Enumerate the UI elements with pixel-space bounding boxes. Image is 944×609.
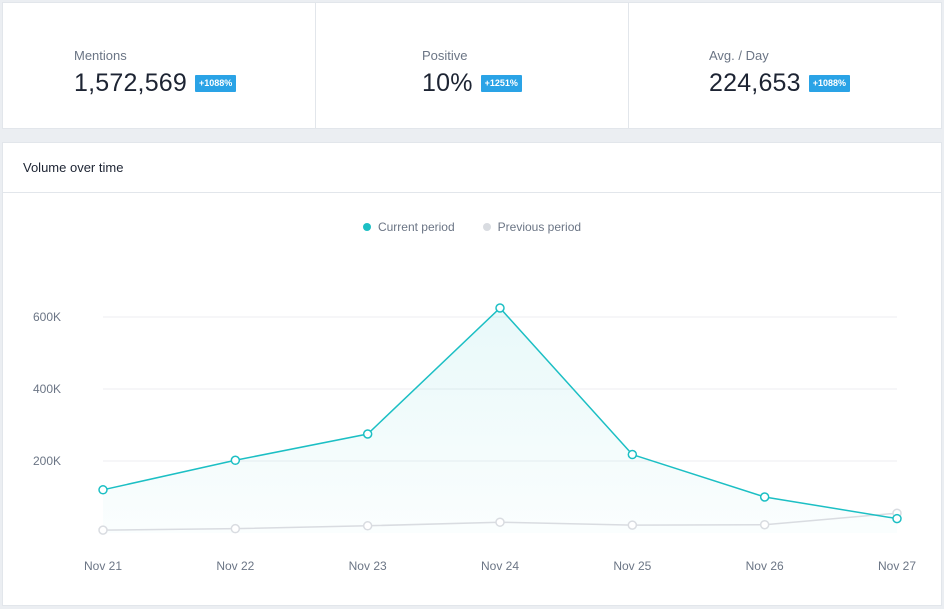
previous-point: [495, 517, 505, 527]
stat-label: Mentions: [74, 48, 127, 63]
current-area: [103, 308, 897, 533]
volume-panel: Volume over time 200K 400K 600K Nov 21 Nov 2…: [2, 142, 942, 606]
stat-label: Avg. / Day: [709, 48, 769, 63]
x-tick-label: Nov 22: [216, 559, 254, 573]
current-point: [98, 485, 108, 495]
legend-label: Previous period: [497, 220, 582, 234]
previous-point: [98, 525, 108, 535]
current-point: [230, 455, 241, 466]
y-tick-label: 200K: [33, 454, 61, 468]
x-tick-label: Nov 23: [349, 559, 387, 573]
x-tick-label: Nov 21: [84, 559, 122, 573]
panel-title: Volume over time: [23, 160, 124, 175]
volume-chart: 200K 400K 600K Nov 21 Nov 22 Nov 23 Nov 24 Nov …: [33, 303, 916, 573]
x-tick-label: Nov 27: [878, 559, 916, 573]
stat-label: Positive: [422, 48, 468, 63]
legend-dot-icon: [482, 223, 491, 231]
change-badge: +1251%: [480, 75, 522, 92]
previous-point: [362, 521, 373, 531]
legend-item-previous[interactable]: Previous period: [482, 220, 582, 234]
stats-row: Mentions 1,572,569 +1088% Positive 10% +…: [2, 2, 942, 129]
x-tick-label: Nov 26: [746, 559, 784, 573]
legend-label: Current period: [377, 220, 455, 234]
previous-point: [627, 520, 638, 530]
legend-item-current[interactable]: Current period: [362, 220, 455, 234]
stat-card-mentions: Mentions 1,572,569 +1088%: [3, 3, 316, 128]
stat-card-avg-day: Avg. / Day 224,653 +1088%: [629, 3, 941, 128]
previous-point: [230, 523, 241, 534]
current-point: [495, 303, 505, 313]
stat-card-positive: Positive 10% +1251%: [316, 3, 629, 128]
stat-value: 224,653: [709, 69, 801, 97]
current-point: [892, 513, 902, 524]
chart-legend: Current period Previous period: [3, 220, 941, 234]
legend-dot-icon: [362, 223, 371, 231]
y-tick-label: 600K: [33, 310, 61, 324]
change-badge: +1088%: [195, 75, 237, 92]
current-point: [627, 449, 638, 460]
current-point: [759, 492, 770, 502]
change-badge: +1088%: [808, 75, 851, 92]
stat-value: 10%: [422, 69, 473, 97]
x-tick-label: Nov 25: [613, 559, 651, 573]
panel-header: Volume over time: [3, 143, 941, 193]
x-tick-label: Nov 24: [481, 559, 519, 573]
y-tick-label: 400K: [33, 382, 61, 396]
previous-point: [759, 519, 770, 530]
current-point: [362, 429, 373, 439]
stat-value: 1,572,569: [74, 69, 188, 97]
